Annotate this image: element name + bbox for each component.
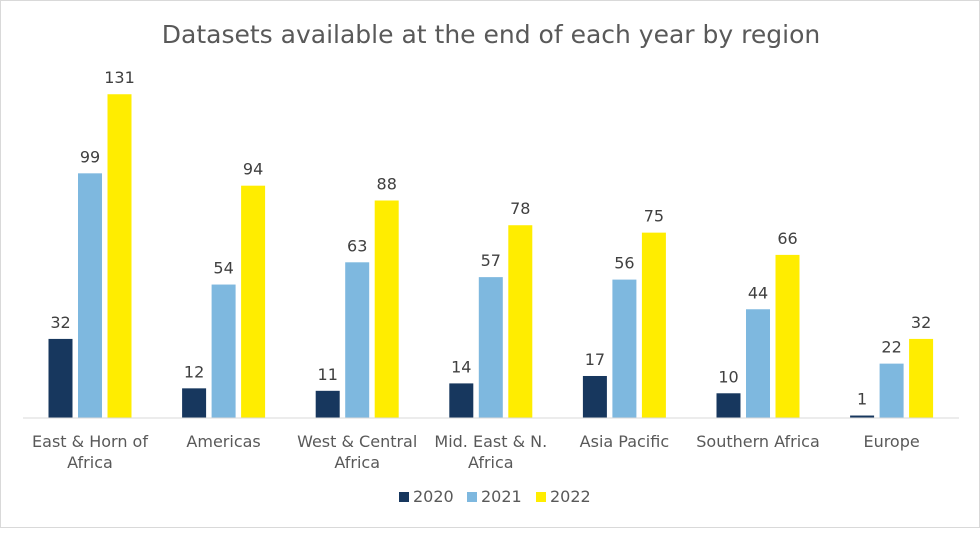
- data-label: 56: [614, 254, 634, 273]
- x-tick-labels: East & Horn of Africa Americas West & Centr…: [32, 432, 920, 472]
- x-tick-label: Southern Africa: [696, 432, 820, 451]
- bar-2021-4: [612, 279, 637, 418]
- data-label: 99: [80, 147, 100, 166]
- bar-2020-3: [449, 383, 474, 418]
- data-label: 14: [451, 357, 471, 376]
- bar-2020-2: [315, 390, 340, 418]
- bar-2021-5: [746, 309, 770, 418]
- data-label: 1: [857, 390, 867, 409]
- data-label: 11: [318, 365, 338, 384]
- data-label: 32: [911, 313, 931, 332]
- data-label: 131: [104, 68, 135, 87]
- bar-2022-6: [909, 338, 934, 418]
- legend-swatch-2020: [399, 492, 409, 502]
- bar-2020-1: [182, 388, 207, 418]
- x-tick-label: Mid. East & N.: [434, 432, 547, 451]
- bar-2020-4: [582, 375, 607, 418]
- data-label: 22: [881, 338, 901, 357]
- data-label: 63: [347, 236, 367, 255]
- bar-2022-4: [641, 232, 666, 418]
- chart-title: Datasets available at the end of each ye…: [162, 20, 820, 49]
- data-label: 54: [213, 259, 233, 278]
- bar-2021-3: [478, 277, 503, 418]
- x-tick-label: Africa: [67, 453, 113, 472]
- data-label: 17: [585, 350, 605, 369]
- data-label: 12: [184, 362, 204, 381]
- x-tick-label: Africa: [334, 453, 380, 472]
- legend: 2020 2021 2022: [399, 487, 591, 506]
- bar-2020-6: [850, 415, 875, 418]
- data-label: 88: [377, 175, 397, 194]
- legend-label-2020: 2020: [413, 487, 454, 506]
- data-label: 78: [510, 199, 530, 218]
- bar-2022-5: [775, 254, 800, 418]
- bar-2021-2: [345, 262, 370, 418]
- data-label: 57: [481, 251, 501, 270]
- x-tick-label: East & Horn of: [32, 432, 148, 451]
- data-label: 32: [50, 313, 70, 332]
- x-tick-label: Asia Pacific: [580, 432, 669, 451]
- data-label: 66: [777, 229, 797, 248]
- bar-2022-0: [107, 94, 132, 418]
- legend-swatch-2022: [536, 492, 546, 502]
- x-tick-label: West & Central: [297, 432, 417, 451]
- legend-swatch-2021: [467, 492, 477, 502]
- data-label: 44: [748, 283, 768, 302]
- x-tick-label: Africa: [468, 453, 514, 472]
- bar-2022-3: [508, 225, 533, 418]
- data-label: 94: [243, 160, 263, 179]
- legend-label-2021: 2021: [481, 487, 522, 506]
- x-tick-label: Europe: [863, 432, 919, 451]
- bar-2022-2: [374, 200, 399, 418]
- bar-2020-5: [716, 393, 741, 418]
- data-label: 75: [644, 207, 664, 226]
- bar-2022-1: [241, 185, 266, 418]
- x-tick-label: Americas: [186, 432, 260, 451]
- bar-2021-0: [78, 173, 102, 418]
- bars: 32 99 131 12 54 94 11 63 88 14 57 78 17 56 75 10 44 66 1 22…: [48, 68, 934, 418]
- bar-2021-1: [211, 284, 236, 418]
- data-label: 10: [718, 367, 738, 386]
- legend-label-2022: 2022: [550, 487, 591, 506]
- bar-2020-0: [48, 338, 73, 418]
- bar-2021-6: [879, 363, 904, 418]
